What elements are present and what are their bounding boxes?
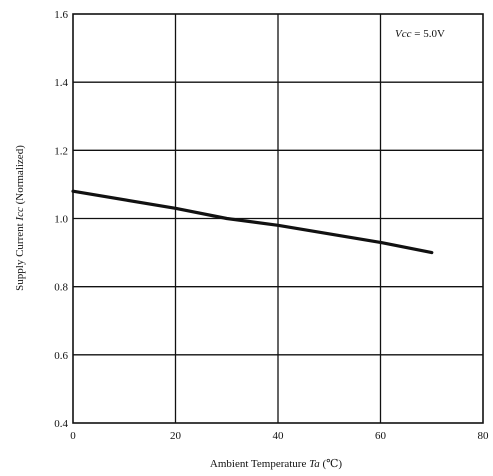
x-tick-label-60: 60	[375, 430, 387, 442]
y-tick-label-0.6: 0.6	[54, 350, 68, 362]
grid	[73, 14, 483, 423]
y-axis-title-unit: (Normalized)	[14, 145, 26, 207]
x-tick-label-20: 20	[170, 430, 182, 442]
y-tick-label-1.6: 1.6	[54, 9, 68, 21]
plot-border	[72, 13, 484, 424]
x-tick-label-0: 0	[70, 430, 76, 442]
y-axis-title-symbol: Icc	[14, 207, 26, 222]
x-tick-label-40: 40	[273, 430, 285, 442]
vcc-annotation: Vcc = 5.0V	[395, 28, 445, 40]
x-tick-label-80: 80	[478, 430, 490, 442]
y-tick-label-0.8: 0.8	[54, 282, 68, 294]
x-axis-title-unit: (℃)	[320, 458, 343, 470]
y-tick-label-1.2: 1.2	[54, 145, 68, 157]
y-tick-label-0.4: 0.4	[54, 418, 68, 430]
y-axis-title: Supply Current Icc (Normalized)	[14, 145, 26, 291]
x-axis-title-prefix: Ambient Temperature	[210, 458, 309, 470]
y-tick-label-1.0: 1.0	[54, 214, 68, 226]
x-axis-title-symbol: Ta	[309, 458, 320, 470]
vcc-symbol: Vcc	[395, 28, 412, 40]
series	[71, 189, 434, 255]
vcc-value: = 5.0V	[411, 28, 444, 40]
y-axis-title-prefix: Supply Current	[14, 221, 26, 291]
tick-labels: 0 20 40 60 80 0.4 0.6 0.8 1.0 1.2 1.4 1.6	[54, 9, 489, 442]
series-line-0	[71, 189, 434, 255]
y-tick-label-1.4: 1.4	[54, 77, 68, 89]
x-axis-title: Ambient Temperature Ta (℃)	[210, 458, 343, 470]
plot-frame	[72, 13, 484, 424]
